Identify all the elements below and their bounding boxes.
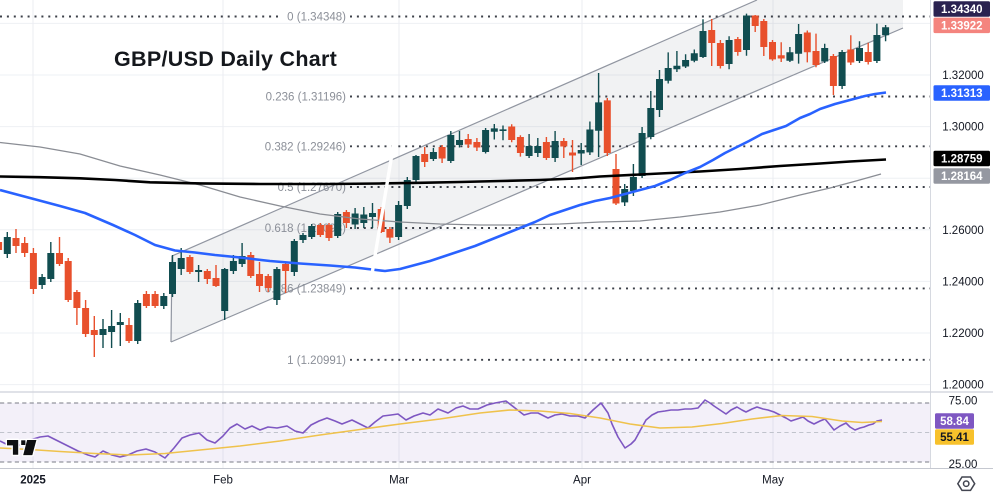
svg-text:1.33922: 1.33922 bbox=[941, 21, 983, 33]
svg-text:GBP/USD Daily Chart: GBP/USD Daily Chart bbox=[114, 47, 337, 71]
svg-text:1.26000: 1.26000 bbox=[942, 225, 984, 237]
svg-text:55.41: 55.41 bbox=[940, 432, 969, 444]
svg-text:1.28164: 1.28164 bbox=[941, 171, 983, 183]
svg-text:May: May bbox=[762, 475, 784, 487]
svg-text:1 (1.20991): 1 (1.20991) bbox=[287, 355, 346, 367]
svg-text:0.382 (1.29246): 0.382 (1.29246) bbox=[265, 141, 346, 153]
svg-text:0 (1.34348): 0 (1.34348) bbox=[287, 12, 346, 24]
svg-text:0.618 (1.26093): 0.618 (1.26093) bbox=[265, 223, 346, 235]
svg-text:Apr: Apr bbox=[573, 475, 591, 487]
svg-text:2025: 2025 bbox=[20, 475, 46, 487]
svg-text:75.00: 75.00 bbox=[949, 396, 978, 408]
svg-text:1.32000: 1.32000 bbox=[942, 70, 984, 82]
svg-text:1.20000: 1.20000 bbox=[942, 380, 984, 392]
svg-text:1.30000: 1.30000 bbox=[942, 122, 984, 134]
svg-text:Mar: Mar bbox=[389, 475, 409, 487]
svg-text:1.34340: 1.34340 bbox=[941, 4, 983, 16]
svg-text:1.22000: 1.22000 bbox=[942, 328, 984, 340]
svg-text:1.28759: 1.28759 bbox=[941, 154, 983, 166]
svg-text:Feb: Feb bbox=[213, 475, 233, 487]
svg-text:0.236 (1.31196): 0.236 (1.31196) bbox=[266, 92, 347, 104]
svg-text:1.31313: 1.31313 bbox=[941, 88, 983, 100]
svg-text:1.24000: 1.24000 bbox=[942, 276, 984, 288]
svg-text:58.84: 58.84 bbox=[940, 416, 969, 428]
svg-text:25.00: 25.00 bbox=[949, 459, 978, 471]
